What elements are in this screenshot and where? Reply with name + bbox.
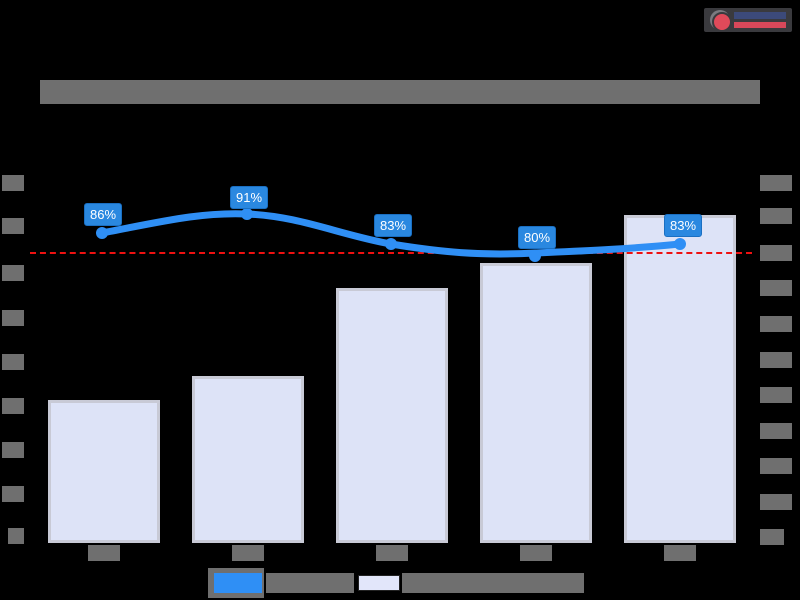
left-axis-label: [2, 442, 24, 458]
left-axis-label: [2, 486, 24, 502]
legend-swatch-bar: [358, 575, 400, 591]
bar-3: [336, 288, 448, 543]
right-axis-label: [760, 494, 792, 510]
right-axis-label: [760, 387, 792, 403]
x-axis-label: [redacted]: [376, 545, 408, 561]
legend-label-line: [redacted legend label - line]: [266, 573, 354, 593]
left-axis-label: [2, 218, 24, 234]
right-axis-label: [760, 208, 792, 224]
right-axis-label: [760, 458, 792, 474]
x-axis-label: [redacted]: [88, 545, 120, 561]
right-axis-label: [760, 245, 792, 261]
data-label: 91%: [230, 186, 269, 209]
legend-swatch-line: [208, 568, 264, 598]
bar-1: [48, 400, 160, 543]
legend-label-bar: [redacted legend label - bars]: [402, 573, 584, 593]
brand-logo: [704, 8, 792, 32]
right-axis-label: [760, 316, 792, 332]
logo-wordmark-top: [734, 12, 786, 19]
data-label: 83%: [374, 214, 413, 237]
data-label: 80%: [518, 226, 557, 249]
chart-legend: [redacted legend label - line] [redacted…: [208, 568, 584, 598]
left-axis-label: [2, 265, 24, 281]
bar-2: [192, 376, 304, 543]
left-axis-label: [2, 354, 24, 370]
chart-title: [redacted]: [40, 80, 760, 104]
logo-wordmark-bottom: [734, 22, 786, 28]
left-axis-label: [2, 310, 24, 326]
globe-icon: [712, 12, 732, 32]
x-axis-label: [redacted]: [520, 545, 552, 561]
right-axis-label: [760, 175, 792, 191]
right-axis-label: [760, 280, 792, 296]
data-label: 86%: [84, 203, 123, 226]
left-axis-label: [2, 175, 24, 191]
data-label: 83%: [664, 214, 703, 237]
bar-4: [480, 263, 592, 543]
right-axis-label: [760, 529, 784, 545]
x-axis-label: [redacted]: [232, 545, 264, 561]
left-axis-label: [8, 528, 24, 544]
target-reference-line: [30, 252, 752, 254]
right-axis-label: [760, 423, 792, 439]
x-axis-label: [redacted]: [664, 545, 696, 561]
right-axis-label: [760, 352, 792, 368]
left-axis-label: [2, 398, 24, 414]
bar-5: [624, 215, 736, 543]
